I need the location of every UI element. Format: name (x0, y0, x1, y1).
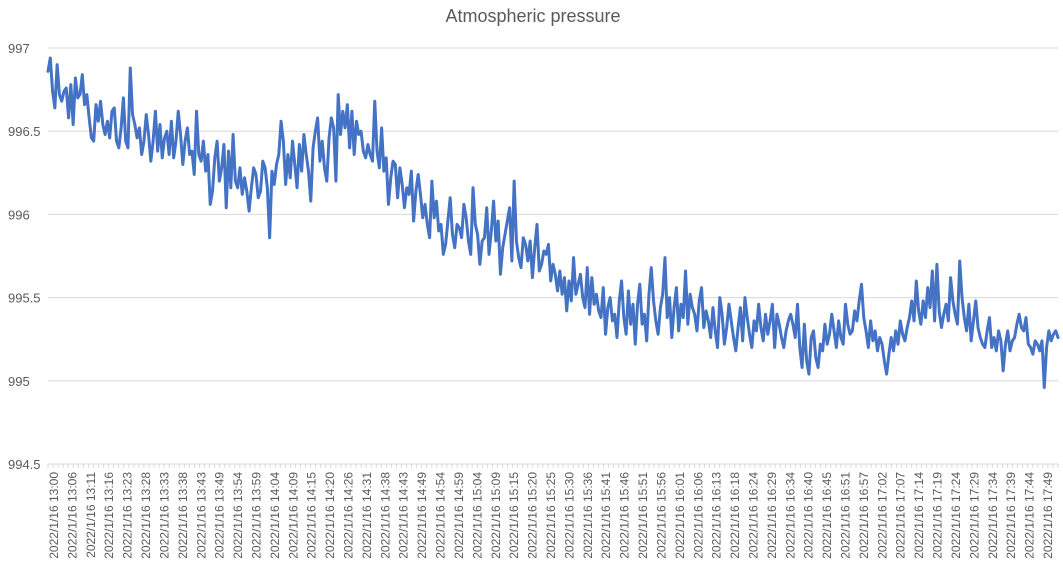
x-tick-label: 2022/1/16 16:29 (765, 472, 779, 559)
x-tick-label: 2022/1/16 17:02 (875, 472, 889, 559)
x-tick-label: 2022/1/16 17:49 (1041, 472, 1055, 559)
x-tick-label: 2022/1/16 16:45 (820, 472, 834, 559)
x-tick-label: 2022/1/16 16:24 (746, 472, 760, 559)
x-tick-label: 2022/1/16 14:31 (360, 472, 374, 559)
x-tick-label: 2022/1/16 16:57 (857, 472, 871, 559)
x-tick-label: 2022/1/16 15:15 (507, 472, 521, 559)
x-tick-label: 2022/1/16 16:51 (839, 472, 853, 559)
x-tick-label: 2022/1/16 14:43 (397, 472, 411, 559)
x-tick-label: 2022/1/16 17:44 (1023, 472, 1037, 559)
x-tick-label: 2022/1/16 13:06 (65, 472, 79, 559)
x-tick-label: 2022/1/16 16:40 (802, 472, 816, 559)
x-tick-label: 2022/1/16 17:14 (912, 472, 926, 559)
gridlines (48, 47, 1058, 465)
x-tick-label: 2022/1/16 15:20 (526, 472, 540, 559)
x-tick-label: 2022/1/16 14:26 (342, 472, 356, 559)
x-tick-label: 2022/1/16 13:23 (121, 472, 135, 559)
x-tick-label: 2022/1/16 13:11 (84, 472, 98, 558)
x-tick-label: 2022/1/16 16:06 (691, 472, 705, 559)
x-tick-label: 2022/1/16 17:24 (949, 472, 963, 559)
x-tick-label: 2022/1/16 16:18 (728, 472, 742, 559)
x-tick-label: 2022/1/16 17:34 (986, 472, 1000, 559)
x-tick-label: 2022/1/16 15:04 (470, 472, 484, 559)
x-tick-label: 2022/1/16 15:51 (636, 472, 650, 559)
x-tick-label: 2022/1/16 13:33 (157, 472, 171, 559)
x-tick-label: 2022/1/16 13:38 (176, 472, 190, 559)
y-tick-label: 995.5 (8, 291, 41, 306)
x-tick-label: 2022/1/16 16:34 (783, 472, 797, 559)
x-tick-label: 2022/1/16 14:09 (286, 472, 300, 559)
x-tick-label: 2022/1/16 17:39 (1004, 472, 1018, 559)
x-tick-label: 2022/1/16 13:54 (231, 472, 245, 559)
x-tick-label: 2022/1/16 15:56 (654, 472, 668, 559)
x-axis-tick-labels: 2022/1/16 13:00 2022/1/16 13:06 2022/1/16 … (47, 472, 1055, 559)
y-tick-label: 996 (8, 207, 30, 222)
x-tick-label: 2022/1/16 17:07 (894, 472, 908, 559)
x-tick-label: 2022/1/16 14:04 (268, 472, 282, 559)
x-tick-label: 2022/1/16 16:01 (673, 472, 687, 559)
x-tick-label: 2022/1/16 14:59 (452, 472, 466, 559)
x-tick-label: 2022/1/16 13:16 (102, 472, 116, 559)
x-tick-label: 2022/1/16 14:15 (305, 472, 319, 559)
y-tick-label: 996.5 (8, 124, 41, 139)
x-tick-label: 2022/1/16 15:46 (618, 472, 632, 559)
series-line-atmospheric-pressure (46, 56, 1060, 389)
x-tick-label: 2022/1/16 16:13 (710, 472, 724, 559)
x-tick-label: 2022/1/16 15:41 (599, 472, 613, 559)
x-tick-label: 2022/1/16 15:09 (489, 472, 503, 559)
x-tick-label: 2022/1/16 17:29 (967, 472, 981, 559)
x-tick-label: 2022/1/16 14:54 (434, 472, 448, 559)
x-tick-label: 2022/1/16 15:30 (562, 472, 576, 559)
y-tick-label: 994.5 (8, 457, 41, 472)
x-tick-label: 2022/1/16 15:25 (544, 472, 558, 559)
x-tick-label: 2022/1/16 15:36 (581, 472, 595, 559)
x-tick-label: 2022/1/16 13:28 (139, 472, 153, 559)
y-axis-tick-labels: 994.5 995 995.5 996 996.5 997 (8, 41, 41, 472)
x-tick-label: 2022/1/16 14:49 (415, 472, 429, 559)
y-tick-label: 995 (8, 374, 30, 389)
x-axis-tick-marks (47, 464, 1059, 468)
chart-title: Atmospheric pressure (445, 6, 620, 26)
x-tick-label: 2022/1/16 13:43 (194, 472, 208, 559)
x-tick-label: 2022/1/16 14:20 (323, 472, 337, 559)
x-tick-label: 2022/1/16 13:00 (47, 472, 61, 559)
x-tick-label: 2022/1/16 17:19 (931, 472, 945, 559)
x-tick-label: 2022/1/16 14:38 (378, 472, 392, 559)
y-tick-label: 997 (8, 41, 30, 56)
x-tick-label: 2022/1/16 13:59 (249, 472, 263, 559)
x-tick-label: 2022/1/16 13:49 (213, 472, 227, 559)
